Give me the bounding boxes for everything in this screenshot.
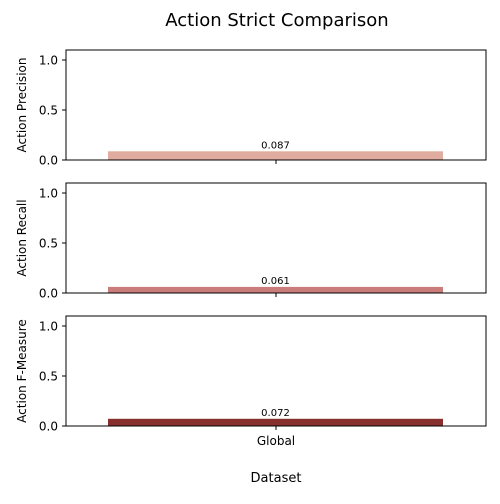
bar <box>108 286 443 293</box>
data-label: 0.061 <box>261 276 290 287</box>
y-tick-label: 0.0 <box>39 154 58 168</box>
y-tick-label: 1.0 <box>39 54 58 68</box>
y-axis-label: Action F-Measure <box>15 319 29 423</box>
y-tick-label: 0.5 <box>39 104 58 118</box>
y-tick-label: 0.5 <box>39 370 58 384</box>
panel-1: 0.087 0.0 0.5 1.0 Action Precision <box>15 49 487 168</box>
chart-title: Action Strict Comparison <box>165 10 388 31</box>
y-tick-label: 1.0 <box>39 320 58 334</box>
y-tick-label: 0.0 <box>39 420 58 434</box>
data-label: 0.072 <box>261 408 290 419</box>
panel-2: 0.061 0.0 0.5 1.0 Action Recall <box>15 182 487 301</box>
x-tick-label: Global <box>257 434 295 448</box>
y-axis-label: Action Recall <box>15 199 29 276</box>
y-tick-label: 0.5 <box>39 237 58 251</box>
data-label: 0.087 <box>261 140 290 151</box>
bar <box>108 151 443 160</box>
panel-3: 0.072 0.0 0.5 1.0 Action F-Measure Global <box>15 315 487 448</box>
bar <box>108 418 443 426</box>
y-axis-label: Action Precision <box>15 58 29 153</box>
y-tick-label: 0.0 <box>39 287 58 301</box>
x-axis-label: Dataset <box>251 471 302 486</box>
y-tick-label: 1.0 <box>39 187 58 201</box>
